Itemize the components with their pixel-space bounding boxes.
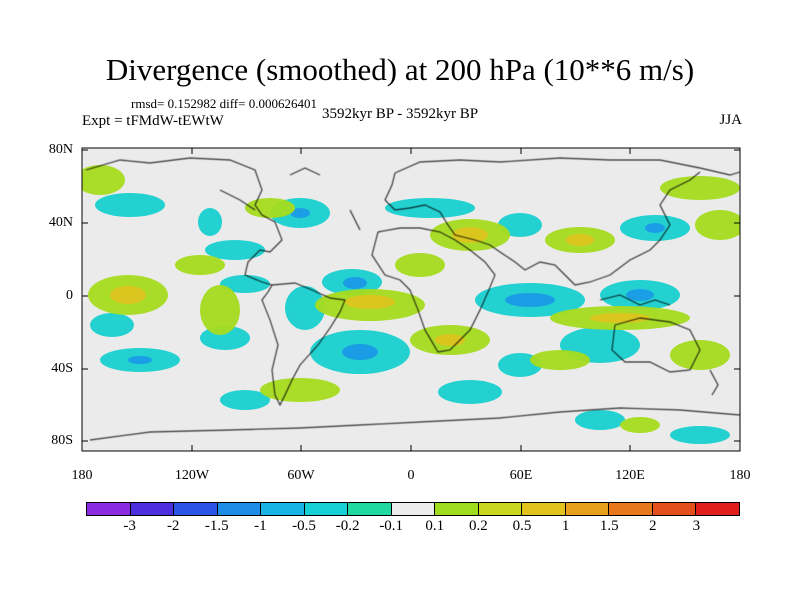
experiment-label: Expt = tFMdW-tEWtW xyxy=(82,113,224,129)
colorbar-label: 0.5 xyxy=(512,518,532,534)
x-tick-label: 120W xyxy=(174,468,210,483)
colorbar-label: 3 xyxy=(692,518,701,534)
colorbar-swatch xyxy=(609,503,653,515)
colorbar-swatch xyxy=(348,503,392,515)
colorbar-swatch xyxy=(565,503,610,515)
x-tick-label: 60W xyxy=(287,468,315,483)
colorbar-swatch xyxy=(522,503,566,515)
colorbar-swatch xyxy=(391,503,436,515)
period-label: 3592kyr BP - 3592kyr BP xyxy=(322,106,479,122)
colorbar-label: 1 xyxy=(561,518,570,534)
colorbar-label: -3 xyxy=(123,518,136,534)
colorbar xyxy=(86,502,740,516)
x-tick-label: 180 xyxy=(729,468,751,483)
y-tick-label: 0 xyxy=(66,288,73,303)
colorbar-swatch xyxy=(652,503,697,515)
y-tick-label: 80N xyxy=(48,142,73,157)
season-label: JJA xyxy=(719,112,742,128)
colorbar-label: -1 xyxy=(254,518,267,534)
colorbar-label: -1.5 xyxy=(204,518,229,534)
y-ticks xyxy=(82,149,740,442)
colorbar-swatch xyxy=(478,503,523,515)
colorbar-swatch xyxy=(304,503,349,515)
x-tick-label: 0 xyxy=(407,468,415,483)
x-tick-label: 180 xyxy=(71,468,93,483)
colorbar-label: 0.1 xyxy=(425,518,445,534)
colorbar-swatch xyxy=(217,503,262,515)
colorbar-swatch xyxy=(435,503,479,515)
field-blobs xyxy=(82,157,740,444)
y-tick-label: 80S xyxy=(51,433,73,448)
x-tick-label: 60E xyxy=(509,468,533,483)
colorbar-label: 0.2 xyxy=(469,518,488,534)
colorbar-swatch xyxy=(696,503,739,515)
x-ticks xyxy=(81,148,741,451)
colorbar-swatch xyxy=(87,503,131,515)
colorbar-label: -0.1 xyxy=(379,518,404,534)
colorbar-swatch xyxy=(174,503,218,515)
colorbar-swatch xyxy=(261,503,305,515)
colorbar-label: -0.2 xyxy=(335,518,360,534)
y-tick-label: 40S xyxy=(51,361,73,376)
colorbar-label: -0.5 xyxy=(292,518,316,534)
colorbar-swatch xyxy=(130,503,175,515)
x-tick-label: 120E xyxy=(615,468,645,483)
y-tick-label: 40N xyxy=(48,215,73,230)
chart-title: Divergence (smoothed) at 200 hPa (10**6 … xyxy=(105,52,695,87)
colorbar-label: 2 xyxy=(649,518,657,534)
colorbar-label: -2 xyxy=(166,518,180,534)
colorbar-label: 1.5 xyxy=(599,518,619,534)
stats-label: rmsd= 0.152982 diff= 0.000626401 xyxy=(131,96,317,111)
